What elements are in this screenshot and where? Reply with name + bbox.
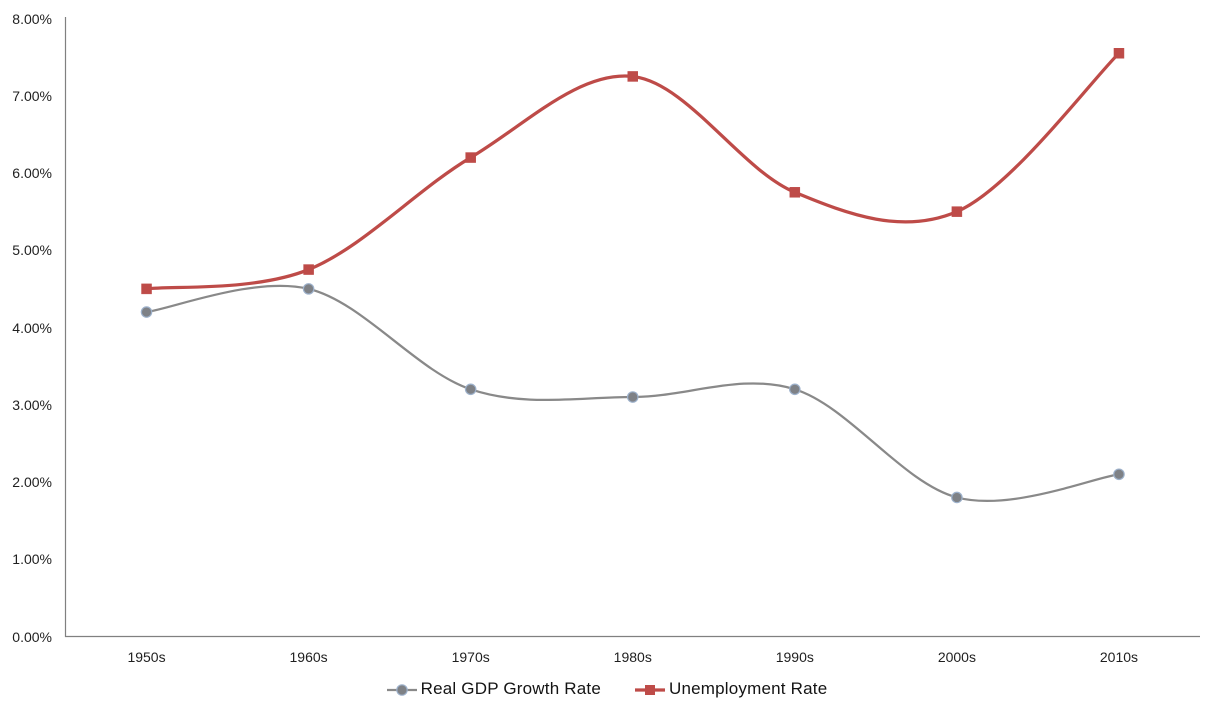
y-tick-label: 5.00% [12, 242, 52, 259]
data-point-marker [626, 391, 639, 403]
data-point-marker [303, 264, 314, 275]
legend-label: Real GDP Growth Rate [420, 679, 601, 698]
data-point-marker [951, 491, 963, 504]
x-category-label: 1990s [775, 649, 814, 665]
y-tick-label: 2.00% [12, 474, 52, 490]
data-point-marker [302, 283, 315, 295]
data-point-marker [627, 71, 638, 82]
legend-item-real-gdp-growth-rate: Real GDP Growth Rate [386, 679, 601, 699]
data-point-marker [789, 187, 801, 198]
y-tick-label: 7.00% [12, 87, 52, 104]
data-point-marker [789, 383, 801, 396]
x-category-label: 1970s [451, 649, 490, 665]
legend-label: Unemployment Rate [669, 679, 828, 698]
x-category-label: 1950s [127, 649, 166, 665]
legend-item-unemployment-rate: Unemployment Rate [635, 679, 827, 699]
y-tick-label: 3.00% [12, 396, 52, 413]
line-circle-marker-icon [386, 682, 417, 696]
data-point-marker [951, 206, 963, 217]
line-square-marker-icon [635, 682, 665, 696]
y-tick-label: 4.00% [12, 319, 52, 336]
data-point-marker [1113, 468, 1125, 481]
data-point-marker [140, 306, 153, 318]
y-tick-label: 0.00% [12, 628, 52, 645]
data-point-marker [1113, 48, 1125, 59]
y-tick-label: 6.00% [12, 165, 52, 181]
series-line-1 [144, 51, 1121, 291]
data-point-marker [465, 152, 476, 163]
y-tick-label: 1.00% [12, 551, 52, 568]
data-point-marker [464, 383, 477, 396]
legend: Real GDP Growth Rate Unemployment Rate [0, 679, 1214, 699]
y-tick-label: 8.00% [12, 10, 52, 27]
x-category-label: 2010s [1099, 649, 1139, 665]
data-point-marker [141, 283, 152, 295]
x-category-label: 1960s [289, 649, 328, 665]
x-category-label: 2000s [937, 649, 976, 665]
x-category-label: 1980s [613, 649, 652, 665]
